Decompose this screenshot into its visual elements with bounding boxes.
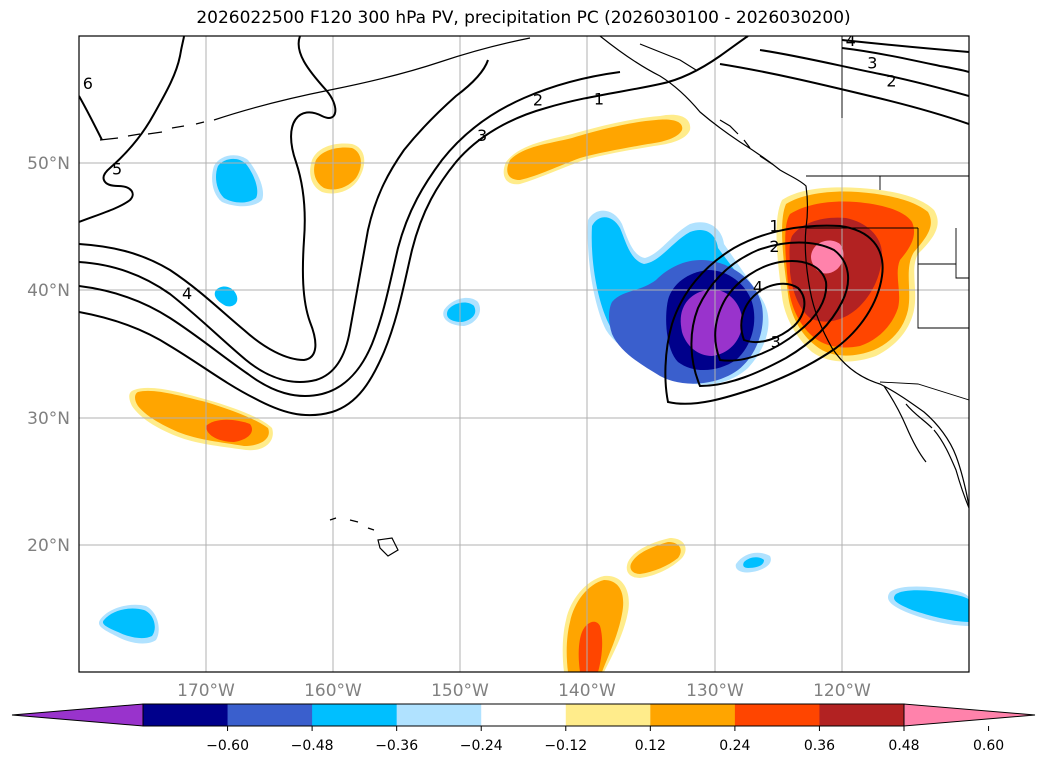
precip-patch-168w-40n [214, 286, 238, 307]
gulf-alaska-band-orange [507, 119, 683, 180]
lat-tick-30n: 30°N [27, 409, 70, 429]
colorbar-segment [312, 704, 398, 726]
pv-contour-label: 2 [769, 237, 779, 256]
colorbar-tick-label: −0.36 [375, 738, 418, 754]
pv-contour-label: 2 [533, 91, 543, 110]
colorbar-segment [396, 704, 482, 726]
precip-patch-135w-21n-orange [630, 542, 681, 574]
hawaii-islands [329, 517, 399, 557]
pv-contour-label: 4 [753, 278, 763, 297]
pv-contour-2-west [79, 71, 621, 397]
colorbar: −0.60 −0.48 −0.36 −0.24 −0.12 0.12 0.24 0.36 0.4… [11, 703, 1036, 754]
negative-precip-blob-core [680, 289, 743, 356]
figure-title: 2026022500 F120 300 hPa PV, precipitatio… [196, 8, 851, 28]
lon-tick-120w: 120°W [813, 681, 871, 701]
colorbar-tick-label: −0.48 [291, 738, 334, 754]
lon-tick-140w: 140°W [558, 681, 616, 701]
mexico-coast [933, 429, 969, 509]
precip-patch-160w-orange [314, 147, 361, 190]
precip-patch-178w-14n-cyan [102, 608, 155, 639]
latitude-tick-labels: 20°N 30°N 40°N 50°N [27, 154, 70, 556]
positive-precip-blob-pink [811, 240, 844, 274]
precip-patch-150w-cyan [446, 302, 476, 322]
colorbar-tick-label: −0.12 [544, 738, 587, 754]
alaska-peninsula-coast [213, 37, 531, 121]
pv-contours [79, 36, 969, 417]
lat-tick-50n: 50°N [27, 154, 70, 174]
colorbar-extend-min [11, 703, 144, 727]
pv-contour-3-west [79, 59, 489, 383]
precip-patch-168w-30n-red [206, 419, 253, 442]
pv-contour-4-west [79, 36, 337, 362]
us-mexico-border [879, 381, 969, 401]
pv-contour-3-northeast [841, 47, 969, 73]
pv-contour-6 [79, 95, 103, 141]
colorbar-tick-label: −0.60 [206, 738, 249, 754]
colorbar-segment [819, 704, 905, 726]
colorbar-segment [565, 704, 651, 726]
colorbar-frame [142, 703, 905, 727]
pv-contour-label: 4 [846, 31, 856, 50]
longitude-tick-labels: 170°W 160°W 150°W 140°W 130°W 120°W [177, 681, 871, 701]
aleutian-islands [99, 121, 205, 141]
pv-contour-4-northeast [841, 39, 969, 53]
pv-contour-label: 4 [182, 284, 192, 303]
lat-tick-40n: 40°N [27, 281, 70, 301]
political-borders [806, 36, 969, 401]
pv-contour-1-west [79, 36, 749, 417]
lat-tick-20n: 20°N [27, 536, 70, 556]
precip-patch-112w-15n-cyan [894, 590, 969, 622]
pv-contour-1-northeast [719, 63, 969, 125]
pv-cutoff-low-outer [664, 224, 884, 405]
baja-california [883, 385, 933, 463]
pv-contour-5 [79, 36, 185, 223]
precip-patch-140w-15n-red [578, 621, 603, 672]
colorbar-segment [650, 704, 736, 726]
pv-contour-label: 3 [771, 332, 781, 351]
colorbar-tick-label: 0.36 [804, 738, 835, 754]
lon-tick-150w: 150°W [431, 681, 489, 701]
pv-contour-label: 1 [594, 89, 604, 108]
pv-contour-label: 5 [112, 159, 122, 178]
canadian-islands [639, 43, 773, 165]
colorbar-tick-label: 0.48 [888, 738, 919, 754]
pv-contour-label: 3 [867, 54, 877, 73]
precip-patch-125w-19n-cyan [743, 557, 764, 568]
lon-tick-170w: 170°W [177, 681, 235, 701]
colorbar-segment [734, 704, 820, 726]
colorbar-segment [143, 704, 229, 726]
pv-contour-2-northeast [759, 49, 969, 97]
pv-contour-label: 6 [83, 74, 93, 93]
colorbar-extend-max [903, 703, 1036, 727]
pv-cutoff-low-3 [714, 260, 828, 362]
colorbar-tick-label: 0.24 [719, 738, 750, 754]
pv-cutoff-low-4 [740, 282, 806, 344]
pv-contour-label: 3 [477, 126, 487, 145]
precip-patch-165w-cyan [216, 158, 258, 203]
lon-tick-160w: 160°W [304, 681, 362, 701]
colorbar-tick-label: −0.24 [460, 738, 503, 754]
us-state-borders [806, 176, 969, 329]
pv-contour-label: 1 [769, 217, 779, 236]
colorbar-tick-label: 0.12 [635, 738, 666, 754]
colorbar-segment [227, 704, 313, 726]
colorbar-segment [481, 704, 567, 726]
gridlines [79, 36, 969, 672]
colorbar-tick-label: 0.60 [973, 738, 1004, 754]
pv-cutoff-low-2 [690, 241, 850, 388]
lon-tick-130w: 130°W [686, 681, 744, 701]
map-frame [78, 35, 970, 673]
pv-contour-label: 2 [886, 72, 896, 91]
